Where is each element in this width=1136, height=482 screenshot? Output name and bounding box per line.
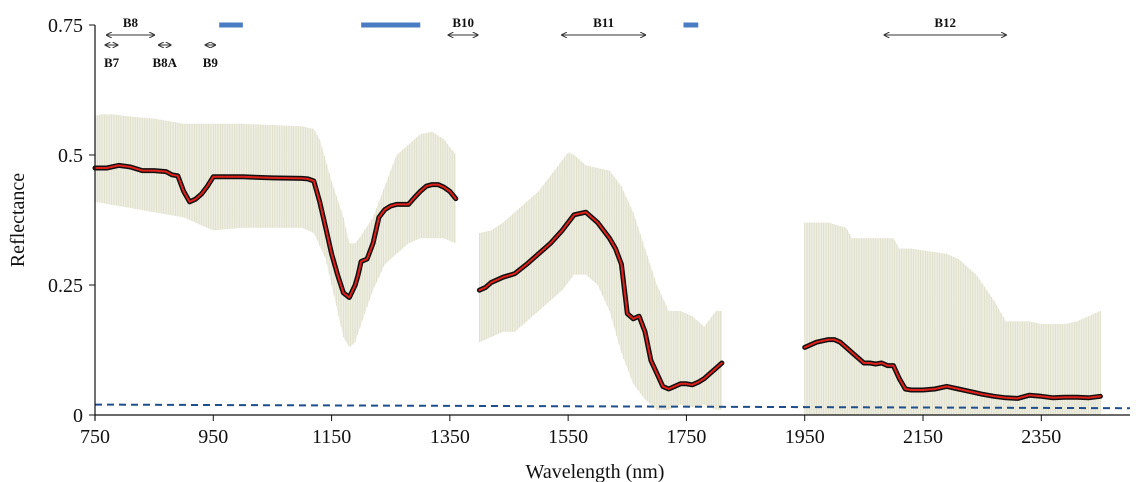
y-axis-title: Reflectance xyxy=(7,173,29,267)
x-tick-label: 1750 xyxy=(666,426,706,448)
y-tick-label: 0.5 xyxy=(58,145,83,167)
band-annotations: B7 B8 B8A B9 B10 B11 B12 xyxy=(104,15,1006,70)
mean-line-segment-1 xyxy=(94,164,457,299)
y-tick-label: 0.25 xyxy=(48,275,83,297)
band-label-b11: B11 xyxy=(593,15,614,30)
std-envelope-layer xyxy=(94,114,1101,415)
std-envelope-segment-3 xyxy=(804,222,1101,415)
x-tick-label: 2150 xyxy=(903,426,943,448)
std-envelope-hatch-3 xyxy=(804,222,1101,415)
reference-dashed-line xyxy=(94,403,1131,410)
x-tick-label: 1950 xyxy=(785,426,825,448)
x-tick-label: 1150 xyxy=(312,426,351,448)
band-label-b10: B10 xyxy=(452,15,474,30)
x-tick-label: 1350 xyxy=(430,426,470,448)
band-label-b8a: B8A xyxy=(153,55,178,70)
reference-line-layer xyxy=(94,403,1131,410)
y-tick-label: 0 xyxy=(73,405,83,427)
band-label-b7: B7 xyxy=(104,55,120,70)
x-tick-label: 2350 xyxy=(1021,426,1061,448)
axes: 750 950 1150 1350 1550 1750 1950 2150 2350 0 0.25 0… xyxy=(48,15,1130,448)
y-tick-label: 0.75 xyxy=(48,15,83,37)
x-tick-label: 1550 xyxy=(548,426,588,448)
mean-line-segment-3 xyxy=(803,338,1102,400)
x-tick-label: 750 xyxy=(80,426,110,448)
x-tick-label: 950 xyxy=(198,426,228,448)
mean-line-segment-2 xyxy=(478,211,723,390)
band-label-b8: B8 xyxy=(123,15,139,30)
x-axis-title: Wavelength (nm) xyxy=(526,461,665,482)
band-label-b12: B12 xyxy=(934,15,956,30)
band-label-b9: B9 xyxy=(203,55,219,70)
mean-spectrum-layer xyxy=(92,162,1103,401)
